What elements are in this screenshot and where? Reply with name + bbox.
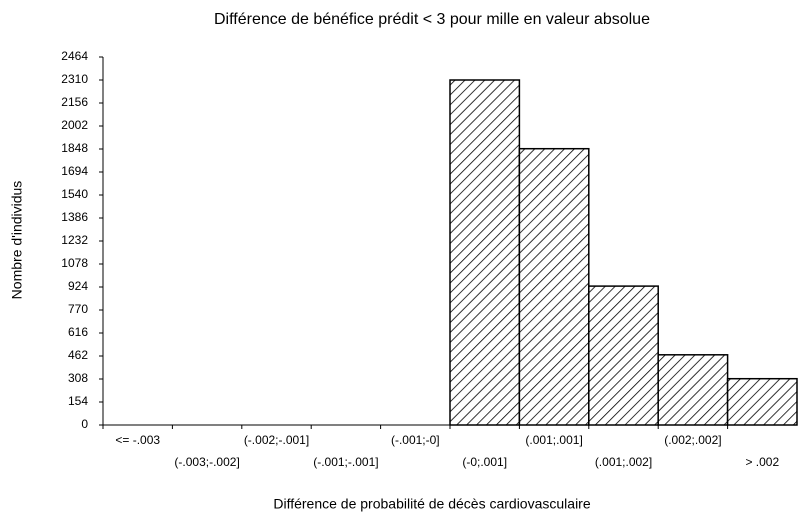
x-tick-label: (-.003;-.002] [174, 455, 239, 469]
x-tick-label: > .002 [745, 455, 779, 469]
y-tick-label: 0 [81, 417, 88, 431]
x-axis-label: Différence de probabilité de décès cardi… [273, 496, 590, 512]
bar [657, 354, 729, 426]
y-tick-label: 1694 [61, 164, 88, 178]
x-tick-label: (-.001;-.001] [313, 455, 378, 469]
bar [726, 377, 798, 426]
y-tick-label: 616 [68, 325, 88, 339]
chart-title: Différence de bénéfice prédit < 3 pour m… [214, 11, 650, 28]
x-tick-label: (.002;.002] [664, 433, 721, 447]
x-tick-label: (.001;.001] [525, 433, 582, 447]
bar [449, 79, 521, 426]
y-tick-label: 462 [68, 348, 88, 362]
x-tick-label: <= -.003 [115, 433, 160, 447]
y-tick-label: 2156 [61, 95, 88, 109]
y-tick-label: 1848 [61, 141, 88, 155]
x-tick-label: (-.001;-0] [391, 433, 440, 447]
y-tick-label: 154 [68, 394, 88, 408]
y-tick-label: 2002 [61, 118, 88, 132]
y-tick-label: 1540 [61, 187, 88, 201]
y-tick-label: 1386 [61, 210, 88, 224]
y-tick-label: 770 [68, 302, 88, 316]
x-tick-label: (-0;.001] [462, 455, 507, 469]
y-tick-label: 2464 [61, 49, 88, 63]
x-tick-label: (-.002;-.001] [244, 433, 309, 447]
bar [588, 285, 659, 426]
x-tick-label: (.001;.002] [595, 455, 652, 469]
bar [518, 147, 590, 426]
y-tick-label: 924 [68, 279, 88, 293]
y-tick-label: 1232 [61, 233, 88, 247]
y-tick-label: 1078 [61, 256, 88, 270]
y-axis-label: Nombre d'individus [9, 181, 25, 300]
y-tick-label: 308 [68, 371, 88, 385]
y-tick-label: 2310 [61, 72, 88, 86]
